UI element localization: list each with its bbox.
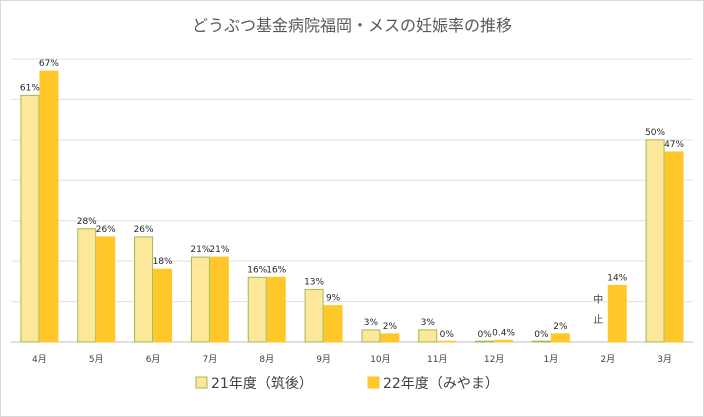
legend-label: 21年度（筑後） <box>211 376 313 392</box>
bar-2-1月 <box>550 333 570 343</box>
data-label: 2% <box>383 322 398 332</box>
data-label: 26% <box>96 225 116 235</box>
bars <box>20 70 684 343</box>
data-label: 3% <box>364 318 379 328</box>
data-label: 13% <box>304 277 324 287</box>
bar-2-2月 <box>607 284 627 343</box>
bar-1-4月 <box>20 94 40 343</box>
chart-title: どうぶつ基金病院福岡・メスの妊娠率の推移 <box>192 16 512 35</box>
x-tick-label: 2月 <box>600 354 615 365</box>
x-tick-label: 3月 <box>657 354 672 365</box>
x-tick-label: 8月 <box>259 354 274 365</box>
data-label: 21% <box>190 245 210 255</box>
legend-label: 22年度（みやま） <box>383 376 499 392</box>
bar-2-8月 <box>266 276 286 343</box>
bar-2-3月 <box>664 151 684 343</box>
bar-1-10月 <box>361 329 381 343</box>
legend-swatch <box>367 376 380 389</box>
x-tick-label: 6月 <box>146 354 161 365</box>
bar-1-9月 <box>304 288 324 343</box>
bar-2-7月 <box>209 256 229 343</box>
data-label: 16% <box>247 265 267 275</box>
x-tick-label: 1月 <box>544 354 559 365</box>
data-label: 0.4% <box>492 328 515 338</box>
gridlines <box>11 58 693 343</box>
bar-1-11月 <box>418 329 438 343</box>
x-tick-label: 9月 <box>316 354 331 365</box>
bar-1-12月 <box>475 340 495 343</box>
data-labels: 61%67%28%26% 26%18%21%21%16%16%13%9%3% 2% 3… <box>20 59 685 340</box>
data-label: 3% <box>421 318 436 328</box>
annotation-char: 中 <box>593 293 603 306</box>
annotation-char: 止 <box>593 314 603 326</box>
bar-2-6月 <box>153 268 173 343</box>
data-label: 0% <box>440 330 455 340</box>
data-label: 50% <box>645 128 665 138</box>
data-label: 47% <box>664 140 684 150</box>
bar-2-12月 <box>494 339 514 343</box>
bar-1-8月 <box>247 276 267 343</box>
data-label: 67% <box>39 59 59 69</box>
legend-swatch <box>195 376 208 389</box>
data-label: 18% <box>153 257 173 267</box>
bar-2-10月 <box>380 333 400 343</box>
data-label: 14% <box>607 273 627 283</box>
data-label: 28% <box>77 217 97 227</box>
data-label: 16% <box>266 265 286 275</box>
bar-1-6月 <box>134 236 154 343</box>
data-label: 26% <box>134 225 154 235</box>
x-tick-label: 7月 <box>203 354 218 365</box>
legend: 21年度（筑後） 22年度（みやま） <box>195 376 499 392</box>
x-tick-label: 10月 <box>370 354 390 365</box>
x-tick-label: 11月 <box>427 354 447 365</box>
data-label: 9% <box>326 294 341 304</box>
x-tick-label: 5月 <box>89 354 104 365</box>
data-label: 2% <box>553 322 568 332</box>
bar-2-5月 <box>96 236 116 343</box>
bar-2-9月 <box>323 305 343 343</box>
x-tick-label: 12月 <box>484 354 504 365</box>
data-label: 0% <box>477 330 492 340</box>
data-label: 0% <box>534 330 549 340</box>
bar-1-3月 <box>645 139 665 343</box>
bar-1-7月 <box>190 256 210 343</box>
x-tick-labels: 4月 5月 6月 7月 8月 9月 10月 11月 12月 1月 2月 3月 <box>32 354 672 365</box>
data-label: 61% <box>20 83 40 93</box>
bar-1-1月 <box>531 340 551 343</box>
x-tick-label: 4月 <box>32 354 47 365</box>
bar-1-5月 <box>77 228 97 343</box>
data-label: 21% <box>209 245 229 255</box>
bar-2-11月 <box>437 340 457 343</box>
bar-2-4月 <box>39 70 59 343</box>
